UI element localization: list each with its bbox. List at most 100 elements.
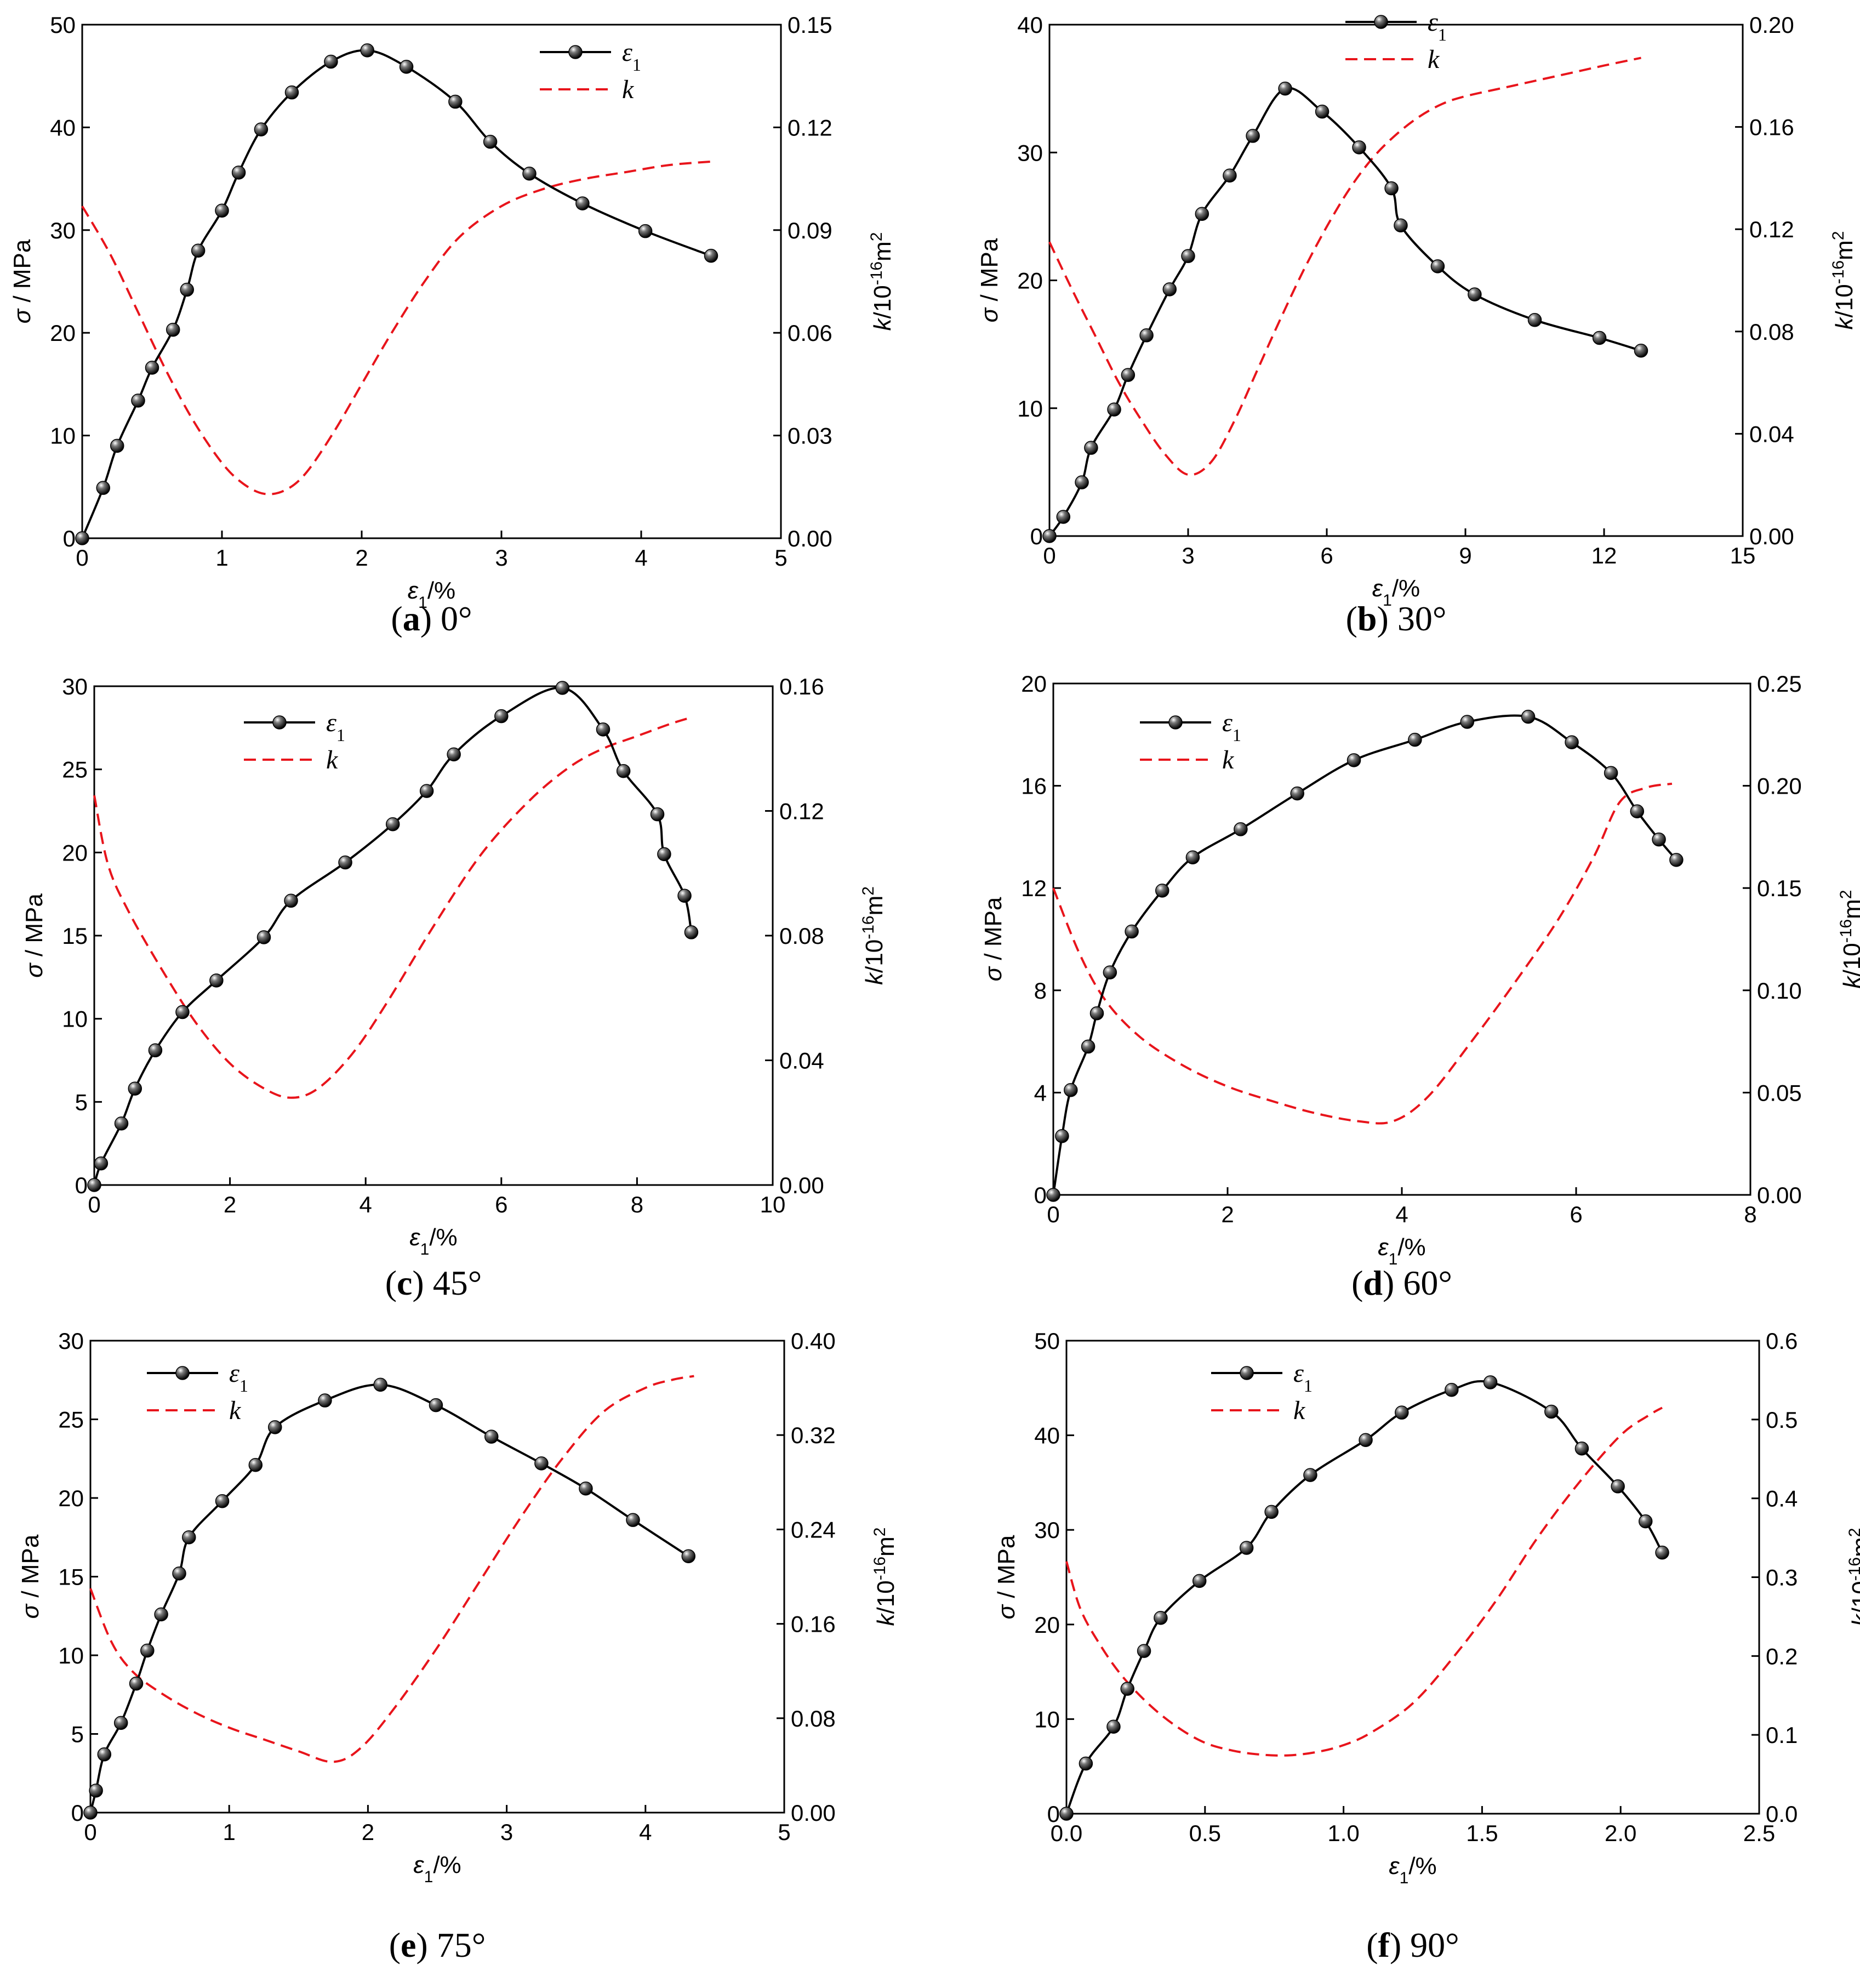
stress-data-point bbox=[1346, 753, 1361, 767]
y-tick-label: 0 bbox=[75, 1172, 88, 1198]
y-tick-label: 0 bbox=[1047, 1801, 1060, 1827]
stress-data-point bbox=[1055, 1129, 1069, 1143]
y2-tick-label: 0.16 bbox=[791, 1611, 836, 1637]
stress-data-point bbox=[1359, 1433, 1373, 1447]
y2-axis-title: k/10-16m2 bbox=[1837, 890, 1860, 989]
x-tick-label: 0.0 bbox=[1051, 1820, 1082, 1846]
stress-data-point bbox=[1181, 249, 1195, 263]
x-tick-label: 5 bbox=[774, 545, 787, 571]
stress-data-point bbox=[1107, 402, 1121, 417]
y-tick-label: 40 bbox=[50, 115, 76, 140]
x-tick-label: 6 bbox=[495, 1192, 507, 1217]
stress-data-point bbox=[1195, 207, 1209, 221]
legend-label: k bbox=[326, 745, 339, 774]
stress-data-point bbox=[140, 1643, 155, 1658]
y-tick-label: 30 bbox=[1034, 1517, 1060, 1543]
panel-c: 0 2 4 6 8 10 0 5 10 15 20 25 30 0.00 0.04 0.08 0.12 0.16 ε… bbox=[21, 674, 888, 1302]
stress-data-point bbox=[1137, 1644, 1151, 1658]
stress-data-point bbox=[110, 438, 124, 453]
legend-label: k bbox=[1428, 45, 1440, 74]
y2-tick-label: 0.1 bbox=[1766, 1722, 1798, 1748]
legend-label: k bbox=[1293, 1396, 1306, 1425]
stress-data-point bbox=[83, 1805, 98, 1820]
stress-data-point bbox=[1162, 282, 1177, 297]
y-tick-label: 30 bbox=[50, 218, 76, 243]
stress-data-point bbox=[360, 43, 374, 58]
k-series-line bbox=[89, 1375, 694, 1763]
x-tick-label: 2.5 bbox=[1743, 1820, 1775, 1846]
stress-data-point bbox=[87, 1178, 101, 1192]
x-tick-label: 0 bbox=[88, 1192, 100, 1217]
y2-tick-label: 0.20 bbox=[1757, 773, 1802, 799]
y2-tick-label: 0.08 bbox=[779, 923, 824, 949]
y2-axis-title: k/10-16m2 bbox=[868, 232, 897, 331]
legend-marker-stress bbox=[1240, 1366, 1254, 1380]
y2-tick-label: 0.16 bbox=[1749, 115, 1794, 140]
y2-tick-label: 0.12 bbox=[1749, 217, 1794, 242]
y-tick-label: 25 bbox=[62, 757, 88, 783]
y2-tick-label: 0.0 bbox=[1766, 1801, 1798, 1827]
y-tick-label: 20 bbox=[62, 840, 88, 865]
plot-frame bbox=[93, 685, 774, 1186]
x-tick-label: 2 bbox=[355, 545, 368, 571]
legend-marker-stress bbox=[568, 45, 583, 59]
x-tick-label: 0.5 bbox=[1189, 1820, 1221, 1846]
stress-data-point bbox=[657, 847, 671, 862]
y-axis-title: σ / MPa bbox=[21, 893, 48, 978]
y2-tick-label: 0.00 bbox=[1749, 523, 1794, 549]
y-tick-label: 15 bbox=[58, 1564, 84, 1590]
y-tick-label: 20 bbox=[1021, 671, 1047, 697]
panel-caption: (c) 45° bbox=[385, 1263, 482, 1302]
y2-tick-label: 0.15 bbox=[788, 12, 832, 38]
panel-a: 0 1 2 3 4 5010203040500.000.030.060.090.120.1… bbox=[9, 12, 896, 638]
stress-data-point bbox=[180, 282, 194, 297]
x-axis-title: ε1/% bbox=[409, 1224, 457, 1258]
stress-data-point bbox=[484, 1429, 499, 1444]
stress-data-point bbox=[684, 925, 699, 939]
x-tick-label: 4 bbox=[635, 545, 647, 571]
stress-data-point bbox=[579, 1482, 593, 1496]
stress-data-point bbox=[1278, 81, 1292, 96]
stress-data-point bbox=[1081, 1039, 1096, 1054]
stress-data-point bbox=[681, 1549, 696, 1563]
stress-data-point bbox=[1655, 1545, 1669, 1560]
stress-data-point bbox=[175, 1005, 190, 1019]
stress-data-point bbox=[575, 196, 590, 210]
y-tick-label: 20 bbox=[1017, 268, 1043, 294]
stress-data-point bbox=[1604, 766, 1618, 781]
legend-marker-stress bbox=[1374, 15, 1388, 29]
legend-label: ε1 bbox=[1222, 708, 1241, 745]
plot-frame bbox=[1048, 24, 1744, 537]
stress-data-point bbox=[1574, 1442, 1589, 1456]
x-tick-label: 10 bbox=[760, 1192, 786, 1217]
y2-tick-label: 0.2 bbox=[1766, 1643, 1798, 1669]
y2-tick-label: 0.16 bbox=[779, 674, 824, 699]
x-axis-title: ε1/% bbox=[413, 1852, 461, 1886]
stress-data-point bbox=[1084, 441, 1098, 455]
stress-data-point bbox=[256, 930, 271, 944]
legend: ε1k bbox=[244, 708, 345, 774]
stress-data-point bbox=[1290, 786, 1304, 801]
stress-data-point bbox=[114, 1117, 129, 1131]
y-tick-label: 20 bbox=[58, 1485, 84, 1511]
legend: ε1k bbox=[1140, 708, 1241, 774]
y-tick-label: 5 bbox=[71, 1722, 84, 1747]
plot-frame bbox=[81, 24, 782, 539]
y-axis-title: σ / MPa bbox=[9, 239, 36, 323]
stress-data-point bbox=[534, 1456, 549, 1471]
k-series-line bbox=[93, 716, 692, 1099]
x-tick-label: 6 bbox=[1320, 543, 1333, 568]
stress-data-point bbox=[1483, 1375, 1498, 1389]
stress-data-point bbox=[113, 1716, 128, 1730]
y2-tick-label: 0.00 bbox=[779, 1172, 824, 1198]
y2-tick-label: 0.24 bbox=[791, 1517, 836, 1542]
stress-data-point bbox=[1521, 709, 1536, 724]
x-tick-label: 1.0 bbox=[1327, 1820, 1359, 1846]
y2-tick-label: 0.10 bbox=[1757, 978, 1802, 1004]
y-axis-title: σ / MPa bbox=[993, 1535, 1020, 1619]
stress-data-point bbox=[1592, 331, 1607, 345]
y-tick-label: 5 bbox=[75, 1089, 88, 1115]
panel-b: 0 3 6 9 12 15 0 10 20 30 40 0.00 0.04 0.08 0.12 0.16 0.2… bbox=[976, 8, 1858, 638]
stress-data-point bbox=[1089, 1006, 1104, 1021]
y2-tick-label: 0.12 bbox=[788, 115, 832, 140]
